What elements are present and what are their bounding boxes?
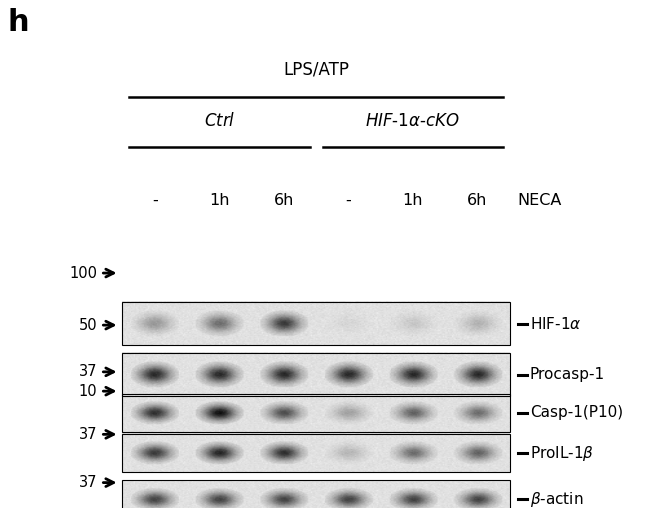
- Bar: [122, 480, 510, 508]
- Text: 50: 50: [79, 318, 97, 333]
- Text: $\beta$-actin: $\beta$-actin: [530, 490, 583, 508]
- Text: 37: 37: [79, 475, 97, 490]
- Text: 37: 37: [79, 427, 97, 442]
- Text: 37: 37: [79, 364, 97, 379]
- Text: 1h: 1h: [402, 193, 423, 208]
- Text: $\it{Ctrl}$: $\it{Ctrl}$: [203, 112, 235, 130]
- Bar: [122, 394, 510, 432]
- Text: -: -: [152, 193, 158, 208]
- Text: h: h: [8, 8, 30, 37]
- Text: NECA: NECA: [518, 193, 562, 208]
- Text: 1h: 1h: [209, 193, 230, 208]
- Text: -: -: [346, 193, 352, 208]
- Text: Procasp-1: Procasp-1: [530, 367, 605, 382]
- Text: LPS/ATP: LPS/ATP: [283, 61, 349, 79]
- Bar: [122, 353, 510, 396]
- Text: 100: 100: [70, 266, 97, 280]
- Text: Casp-1(P10): Casp-1(P10): [530, 405, 623, 420]
- Text: 10: 10: [79, 384, 97, 399]
- Text: $\mathit{HIF}$-$1\alpha$-$\mathit{cKO}$: $\mathit{HIF}$-$1\alpha$-$\mathit{cKO}$: [365, 112, 460, 130]
- Text: 6h: 6h: [467, 193, 488, 208]
- Text: ProIL-1$\beta$: ProIL-1$\beta$: [530, 444, 594, 463]
- Bar: [122, 434, 510, 472]
- Text: HIF-1$\alpha$: HIF-1$\alpha$: [530, 316, 581, 332]
- Text: 6h: 6h: [273, 193, 294, 208]
- Bar: [122, 302, 510, 345]
